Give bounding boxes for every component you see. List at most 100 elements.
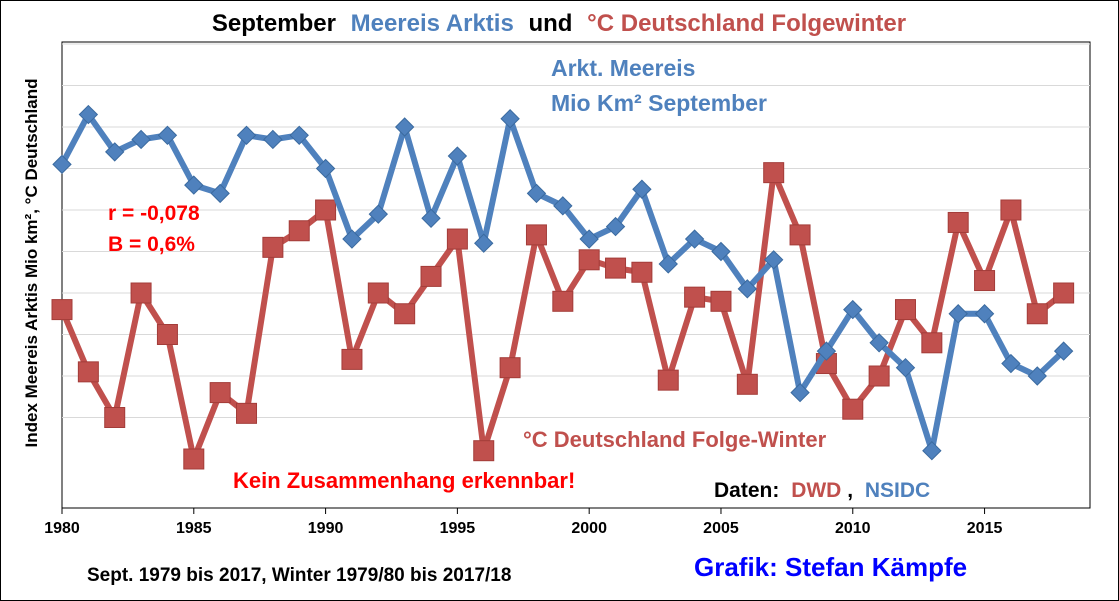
sea-ice-point (974, 304, 995, 324)
temperature-point (288, 220, 310, 242)
x-tick-label: 2010 (835, 520, 871, 537)
legend-temperature: °C Deutschland Folge-Winter (523, 427, 827, 452)
temperature-point (262, 236, 284, 258)
sea-ice-point (790, 382, 810, 403)
temperature-point (341, 348, 363, 370)
temperature-point (1053, 282, 1075, 304)
temperature-point (921, 332, 943, 354)
temperature-point (684, 286, 706, 308)
temperature-point (1000, 199, 1022, 221)
temperature-point (77, 361, 99, 383)
x-tick-label: 2005 (703, 520, 739, 537)
temperature-point (209, 382, 231, 404)
title-part-2: Meereis Arktis (351, 10, 514, 37)
sea-ice-point (922, 440, 942, 461)
sea-ice-point (184, 175, 204, 195)
sea-ice-point (526, 183, 547, 204)
temperature-point (473, 440, 495, 462)
temperature-point (894, 299, 916, 321)
temperature-point (525, 224, 547, 246)
sea-ice-point (816, 341, 837, 361)
temperature-point (183, 448, 205, 470)
temperature-point (499, 357, 521, 379)
source-dwd: DWD (791, 479, 841, 502)
temperature-point (130, 282, 152, 304)
temperature-point (394, 303, 416, 325)
temperature-point (868, 365, 890, 387)
y-axis-label: Index Meereis Arktis Mio km², °C Deutsch… (22, 79, 41, 448)
sea-ice-point (1053, 341, 1074, 361)
sea-ice-point (632, 179, 652, 199)
sources-comma: , (847, 479, 853, 502)
temperature-point (236, 402, 258, 424)
temperature-point (842, 398, 864, 420)
sea-ice-point (447, 146, 468, 166)
temperature-point (51, 299, 73, 321)
temperature-point (631, 261, 653, 283)
sea-ice-point (131, 129, 151, 150)
chart-title: September Meereis Arktis und °C Deutschl… (212, 10, 906, 37)
temperature-point (552, 290, 574, 312)
x-tick-label: 1980 (44, 520, 80, 537)
series-temperature (51, 162, 1075, 470)
data-sources: Daten: DWD , NSIDC (714, 479, 930, 502)
temperature-point (947, 211, 969, 233)
legend-sea-ice-line1: Arkt. Meereis (551, 55, 695, 81)
x-tick-label: 1995 (440, 520, 476, 537)
sources-prefix: Daten: (714, 479, 779, 502)
sea-ice-point (52, 154, 72, 175)
title-part-4: °C Deutschland Folgewinter (587, 10, 906, 37)
sea-ice-point (236, 125, 257, 146)
x-tick-label: 1990 (308, 520, 344, 537)
sea-ice-point (658, 254, 678, 274)
sea-ice-point (289, 125, 309, 146)
annotation-b: B = 0,6% (108, 233, 195, 256)
sea-ice-point (263, 129, 283, 150)
sea-ice-point (605, 216, 626, 237)
temperature-point (605, 257, 627, 279)
sea-ice-point (368, 204, 389, 224)
temperature-point (367, 282, 389, 304)
temperature-point (420, 265, 442, 287)
sea-ice-point (843, 299, 863, 320)
sea-ice-point (342, 229, 362, 249)
sea-ice-point (1027, 366, 1047, 386)
title-part-1: September (212, 10, 336, 37)
x-tick-label: 2015 (967, 520, 1003, 537)
temperature-point (104, 407, 126, 428)
x-axis-label: Sept. 1979 bis 2017, Winter 1979/80 bis … (87, 565, 511, 586)
sea-ice-point (1001, 353, 1021, 374)
annotation-no-correlation: Kein Zusammenhang erkennbar! (233, 468, 575, 493)
sea-ice-point (737, 279, 758, 299)
x-axis: 1980 1985 1990 1995 2000 2005 2010 2015 (44, 508, 1002, 537)
temperature-point (657, 369, 679, 391)
sea-ice-point (711, 241, 731, 262)
sea-ice-point (948, 304, 968, 324)
sea-ice-point (553, 196, 573, 216)
sea-ice-point (105, 142, 125, 162)
sea-ice-point (474, 233, 494, 253)
sea-ice-point (421, 208, 441, 229)
sea-ice-point (869, 333, 889, 353)
x-tick-label: 2000 (571, 520, 607, 537)
x-tick-label: 1985 (176, 520, 212, 537)
sea-ice-point (500, 108, 520, 129)
temperature-point (315, 199, 337, 221)
series-sea-ice (52, 104, 1074, 461)
temperature-point (710, 290, 732, 312)
annotation-r: r = -0,078 (108, 202, 200, 225)
sea-ice-point (394, 117, 415, 137)
sea-ice-point (684, 229, 705, 249)
temperature-point (736, 373, 758, 395)
sea-ice-point (895, 357, 916, 378)
temperature-point (578, 249, 600, 271)
temperature-point (446, 228, 468, 250)
temperature-point (789, 224, 811, 246)
temperature-point (763, 162, 785, 184)
sea-ice-point (763, 250, 784, 270)
credit: Grafik: Stefan Kämpfe (694, 552, 967, 582)
source-nsidc: NSIDC (865, 479, 930, 502)
legend-sea-ice-line2: Mio Km² September (551, 90, 767, 116)
